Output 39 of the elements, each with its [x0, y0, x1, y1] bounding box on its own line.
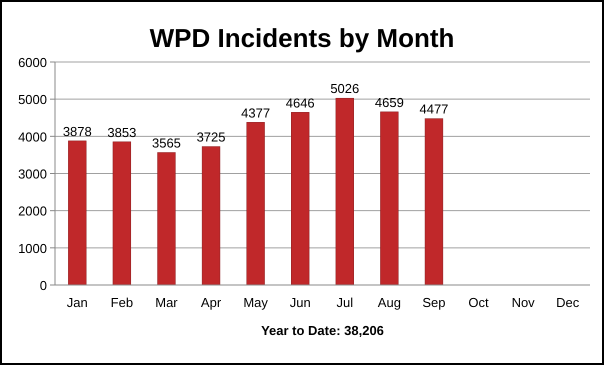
data-label: 4377	[241, 105, 270, 120]
bar	[202, 146, 220, 286]
y-tick-label: 3000	[18, 166, 47, 182]
data-label: 4646	[286, 95, 315, 110]
y-tick-label: 0	[40, 278, 47, 293]
bar	[380, 112, 399, 286]
x-tick-label: Sep	[422, 295, 446, 310]
x-tick-label: Feb	[110, 295, 134, 310]
bar	[424, 118, 444, 286]
x-axis-title: Year to Date: 38,206	[261, 323, 384, 338]
bar	[246, 122, 265, 286]
bar	[112, 142, 132, 286]
data-label: 3878	[62, 124, 92, 139]
x-tick-label: Jun	[290, 295, 311, 310]
bar	[157, 152, 176, 286]
chart-title: WPD Incidents by Month	[150, 23, 454, 53]
data-label: 4477	[419, 102, 448, 117]
bar	[291, 112, 310, 286]
x-tick-label: Nov	[512, 295, 536, 310]
x-tick-label: Dec	[556, 295, 580, 310]
y-tick-label: 4000	[18, 129, 47, 144]
y-tick-label: 6000	[18, 55, 47, 70]
x-tick-label: Jan	[66, 295, 88, 310]
x-tick-label: Oct	[468, 295, 490, 310]
data-label: 5026	[330, 81, 360, 96]
bar	[336, 98, 354, 286]
y-tick-label: 1000	[18, 240, 47, 256]
bar	[68, 140, 86, 286]
data-label: 3853	[107, 124, 136, 140]
x-tick-label: Aug	[378, 295, 401, 310]
data-label: 3565	[152, 136, 181, 150]
x-tick-label: Jul	[336, 295, 354, 310]
data-label: 3725	[196, 130, 226, 145]
y-tick-label: 5000	[18, 92, 47, 108]
data-label: 4659	[374, 94, 404, 110]
x-tick-label: Apr	[200, 295, 222, 310]
y-tick-label: 2000	[18, 204, 47, 219]
x-tick-label: May	[243, 295, 268, 310]
x-tick-label: Mar	[155, 295, 178, 310]
